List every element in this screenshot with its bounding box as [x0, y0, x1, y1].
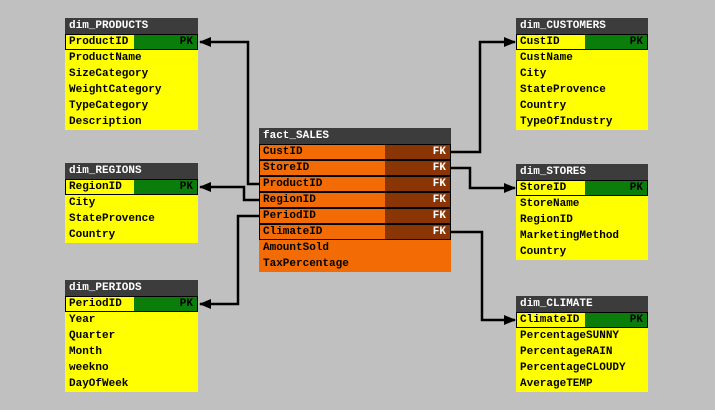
primary-key-row: CustID PK: [516, 34, 648, 50]
table-dim-regions[interactable]: dim_REGIONS RegionID PK City StateProven…: [65, 163, 198, 243]
field-row: StoreName: [516, 196, 648, 212]
primary-key-row: RegionID PK: [65, 179, 198, 195]
field-row: Month: [65, 344, 198, 360]
fk-field-name: ClimateID: [260, 225, 386, 239]
primary-key-row: StoreID PK: [516, 180, 648, 196]
fk-badge: FK: [385, 209, 450, 223]
field-row: PercentageCLOUDY: [516, 360, 648, 376]
foreign-key-row: PeriodID FK: [259, 208, 451, 224]
fk-badge: FK: [385, 145, 450, 159]
relationship-line-dim_customers: [451, 37, 516, 154]
pk-field-name: ProductID: [66, 35, 135, 49]
fk-badge: FK: [385, 193, 450, 207]
primary-key-row: ClimateID PK: [516, 312, 648, 328]
field-row: ProductName: [65, 50, 198, 66]
fk-badge: FK: [385, 177, 450, 191]
field-row: TypeOfIndustry: [516, 114, 648, 130]
foreign-key-row: CustID FK: [259, 144, 451, 160]
pk-field-name: ClimateID: [517, 313, 585, 327]
table-dim-periods[interactable]: dim_PERIODS PeriodID PK Year Quarter Mon…: [65, 280, 198, 392]
relationship-line-dim_regions: [199, 182, 259, 202]
field-row: StateProvence: [65, 211, 198, 227]
fk-field-name: StoreID: [260, 161, 386, 175]
pk-field-name: StoreID: [517, 181, 585, 195]
field-row: MarketingMethod: [516, 228, 648, 244]
table-title: dim_CLIMATE: [516, 296, 648, 312]
field-row: Country: [516, 244, 648, 260]
field-row: Country: [65, 227, 198, 243]
field-row: weekno: [65, 360, 198, 376]
field-row: Year: [65, 312, 198, 328]
field-row: StateProvence: [516, 82, 648, 98]
field-row: Country: [516, 98, 648, 114]
fk-field-name: PeriodID: [260, 209, 386, 223]
field-row: TaxPercentage: [259, 256, 451, 272]
field-row: CustName: [516, 50, 648, 66]
field-row: AverageTEMP: [516, 376, 648, 392]
field-row: RegionID: [516, 212, 648, 228]
foreign-key-row: ClimateID FK: [259, 224, 451, 240]
foreign-key-row: ProductID FK: [259, 176, 451, 192]
fk-field-name: RegionID: [260, 193, 386, 207]
field-row: PercentageRAIN: [516, 344, 648, 360]
field-row: City: [516, 66, 648, 82]
relationship-line-dim_products: [199, 37, 259, 186]
primary-key-row: PeriodID PK: [65, 296, 198, 312]
table-title: dim_REGIONS: [65, 163, 198, 179]
field-row: DayOfWeek: [65, 376, 198, 392]
table-dim-products[interactable]: dim_PRODUCTS ProductID PK ProductName Si…: [65, 18, 198, 130]
pk-badge: PK: [584, 313, 647, 327]
table-title: dim_PRODUCTS: [65, 18, 198, 34]
pk-badge: PK: [134, 297, 197, 311]
field-row: WeightCategory: [65, 82, 198, 98]
fk-badge: FK: [385, 225, 450, 239]
pk-badge: PK: [134, 35, 197, 49]
pk-field-name: CustID: [517, 35, 585, 49]
pk-badge: PK: [584, 35, 647, 49]
foreign-key-row: RegionID FK: [259, 192, 451, 208]
field-row: Quarter: [65, 328, 198, 344]
fk-field-name: ProductID: [260, 177, 386, 191]
table-title: dim_STORES: [516, 164, 648, 180]
pk-field-name: PeriodID: [66, 297, 135, 311]
pk-badge: PK: [584, 181, 647, 195]
primary-key-row: ProductID PK: [65, 34, 198, 50]
field-row: SizeCategory: [65, 66, 198, 82]
foreign-key-row: StoreID FK: [259, 160, 451, 176]
field-row: TypeCategory: [65, 98, 198, 114]
relationship-line-dim_climate: [451, 230, 516, 325]
field-row: Description: [65, 114, 198, 130]
relationship-line-dim_periods: [199, 214, 259, 309]
fk-badge: FK: [385, 161, 450, 175]
table-fact-sales[interactable]: fact_SALES CustID FK StoreID FK ProductI…: [259, 128, 451, 272]
field-row: AmountSold: [259, 240, 451, 256]
relationship-line-dim_stores: [451, 166, 516, 193]
table-title: dim_CUSTOMERS: [516, 18, 648, 34]
table-title: fact_SALES: [259, 128, 451, 144]
field-row: City: [65, 195, 198, 211]
table-title: dim_PERIODS: [65, 280, 198, 296]
fk-field-name: CustID: [260, 145, 386, 159]
table-dim-stores[interactable]: dim_STORES StoreID PK StoreName RegionID…: [516, 164, 648, 260]
table-dim-climate[interactable]: dim_CLIMATE ClimateID PK PercentageSUNNY…: [516, 296, 648, 392]
field-row: PercentageSUNNY: [516, 328, 648, 344]
table-dim-customers[interactable]: dim_CUSTOMERS CustID PK CustName City St…: [516, 18, 648, 130]
pk-field-name: RegionID: [66, 180, 135, 194]
pk-badge: PK: [134, 180, 197, 194]
